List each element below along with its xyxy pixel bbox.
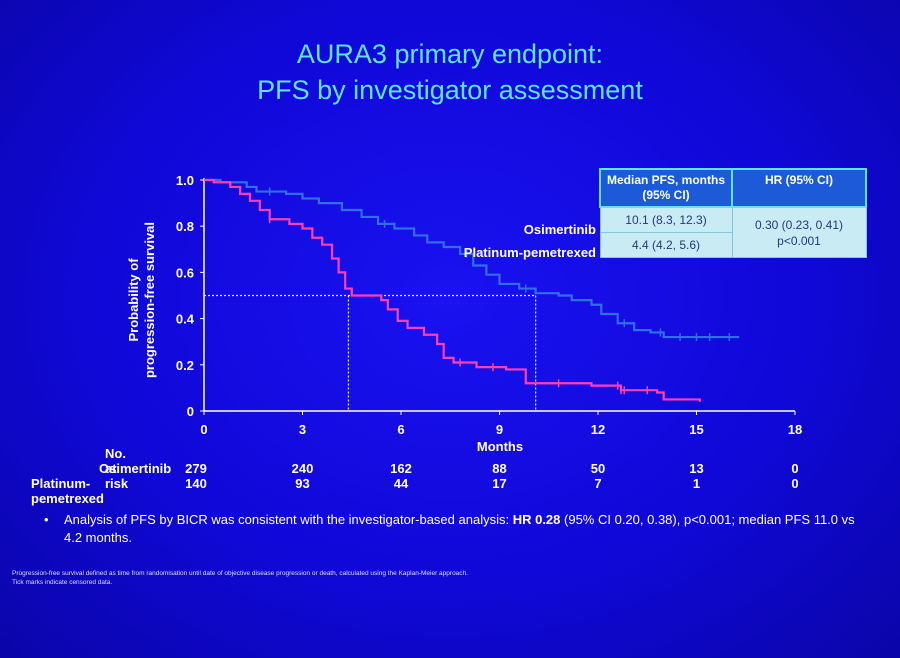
- risk-value-start: 140: [185, 476, 207, 491]
- risk-value: 13: [689, 461, 704, 476]
- y-tick-label: 0.8: [176, 219, 194, 234]
- x-tick-label: 12: [591, 422, 605, 437]
- x-tick-label: 0: [200, 422, 207, 437]
- risk-value: 162: [390, 461, 412, 476]
- x-tick-label: 3: [299, 422, 306, 437]
- title-line-2: PFS by investigator assessment: [257, 75, 643, 105]
- x-tick-label: 9: [496, 422, 503, 437]
- p-value: p<0.001: [777, 233, 821, 248]
- y-tick-label: 1.0: [176, 173, 194, 188]
- median-pfs-table: Median PFS, months (95% CI) HR (95% CI) …: [599, 168, 867, 258]
- risk-value: 0: [791, 461, 799, 476]
- y-tick-label: 0.6: [176, 265, 194, 280]
- median-pfs-header: Median PFS, months (95% CI): [599, 168, 733, 208]
- slide-title: AURA3 primary endpoint: PFS by investiga…: [0, 36, 900, 108]
- y-axis-label-line-1: Probability of: [126, 258, 141, 342]
- title-line-1: AURA3 primary endpoint:: [296, 39, 604, 69]
- platinum-median: 4.4 (4.2, 5.6): [599, 232, 733, 258]
- survival-curves: [204, 178, 740, 402]
- risk-label-osimertinib: Osimertinib: [99, 461, 172, 476]
- platinum-curve: [204, 178, 701, 402]
- bullet-text: Analysis of PFS by BICR was consistent w…: [64, 511, 874, 547]
- median-reference-lines: [204, 294, 537, 411]
- risk-value: 1: [692, 476, 701, 491]
- x-tick-label: 15: [689, 422, 703, 437]
- bullet-hr: HR 0.28: [512, 512, 561, 527]
- x-axis-label: Months: [477, 439, 523, 454]
- footnote-line-2: Tick marks indicate censored data.: [12, 579, 113, 586]
- risk-value: 93: [295, 476, 310, 491]
- hr-cell: 0.30 (0.23, 0.41) p<0.001: [731, 206, 867, 258]
- legend-platinum: Platinum-pemetrexed: [463, 245, 596, 260]
- risk-value: 44: [393, 476, 409, 491]
- x-tick-label: 18: [788, 422, 802, 437]
- hr-header: HR (95% CI): [731, 168, 867, 208]
- x-tick-label: 6: [397, 422, 404, 437]
- risk-value: 50: [590, 461, 606, 476]
- risk-value: 7: [594, 476, 602, 491]
- risk-value: 88: [492, 461, 507, 476]
- y-tick-label: 0.4: [176, 312, 195, 327]
- bullet-dot: •: [44, 512, 49, 527]
- y-tick-label: 0: [187, 404, 194, 419]
- legend-osimertinib: Osimertinib: [523, 222, 596, 237]
- y-axis-label: Probability of progression-free survival: [126, 222, 157, 378]
- osimertinib-median: 10.1 (8.3, 12.3): [599, 206, 733, 233]
- risk-label-platinum: Platinum-pemetrexed: [31, 476, 104, 506]
- axis-ticks: 0 0.2 0.4 0.6 0.8 1.0 0 3 6 9 12 15 18: [176, 173, 802, 437]
- risk-value: 17: [492, 476, 507, 491]
- footnote: Progression-free survival defined as tim…: [12, 569, 772, 587]
- y-tick-label: 0.2: [176, 358, 194, 373]
- bullet-text-1: Analysis of PFS by BICR was consistent w…: [64, 512, 513, 527]
- risk-value: 240: [291, 461, 314, 476]
- osimertinib-curve: [204, 178, 740, 339]
- risk-value-start: 279: [185, 461, 207, 476]
- risk-header: No. at risk: [105, 446, 129, 491]
- risk-value: 0: [791, 476, 799, 491]
- bullet-text-2: (95% CI 0.20, 0.38), p<0.001; median PFS…: [64, 512, 855, 545]
- footnote-line-1: Progression-free survival defined as tim…: [12, 570, 468, 577]
- hr-value: 0.30 (0.23, 0.41): [754, 217, 844, 232]
- y-axis-label-line-2: progression-free survival: [142, 222, 157, 378]
